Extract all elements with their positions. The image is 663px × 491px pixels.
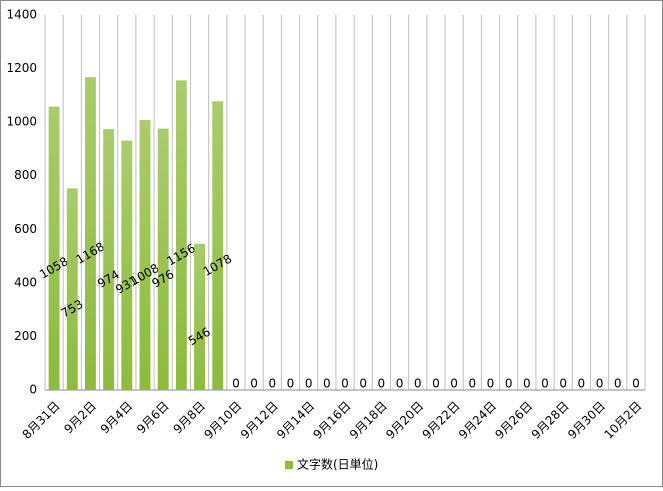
data-label: 0 [232,377,240,391]
data-label: 0 [632,377,640,391]
y-tick-label: 400 [14,275,37,289]
data-label: 0 [287,377,295,391]
bar [103,129,115,390]
data-label: 0 [432,377,440,391]
data-label: 0 [614,377,622,391]
legend-label: 文字数(日単位) [297,457,378,472]
data-label: 0 [305,377,313,391]
bar [194,243,205,390]
y-tick-label: 800 [14,168,37,182]
data-label: 0 [341,377,349,391]
data-label: 0 [268,377,276,391]
bar [175,80,187,390]
y-tick-label: 0 [29,383,37,397]
bar [139,120,151,390]
bar [121,140,133,390]
y-tick-label: 1000 [6,115,37,129]
data-label: 0 [396,377,404,391]
data-label: 0 [450,377,458,391]
bar [48,106,60,390]
data-label: 0 [541,377,549,391]
bar [212,101,224,390]
data-label: 0 [505,377,513,391]
data-label: 0 [487,377,495,391]
data-label: 0 [578,377,586,391]
y-tick-label: 200 [14,329,37,343]
bar [85,77,96,391]
y-tick-label: 600 [14,222,37,236]
data-label: 0 [523,377,531,391]
data-label: 0 [250,377,258,391]
y-tick-label: 1400 [6,8,37,22]
legend-swatch [285,461,293,469]
bar [66,188,78,390]
data-label: 0 [378,377,386,391]
data-label: 0 [323,377,331,391]
data-label: 0 [359,377,367,391]
data-label: 0 [596,377,604,391]
data-label: 0 [414,377,422,391]
bar [157,128,169,391]
y-tick-label: 1200 [6,61,37,75]
data-label: 0 [468,377,476,391]
data-label: 0 [559,377,567,391]
